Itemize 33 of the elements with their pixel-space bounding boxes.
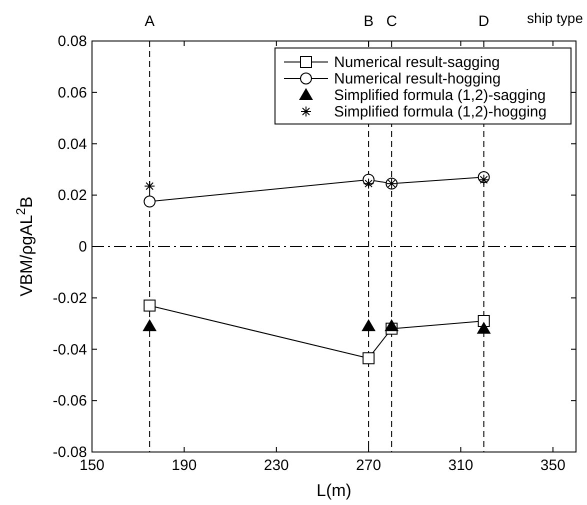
y-tick-label: 0.04 xyxy=(58,136,87,153)
x-tick-label: 230 xyxy=(264,457,289,474)
legend-label: Simplified formula (1,2)-sagging xyxy=(334,87,546,104)
point xyxy=(144,180,156,192)
ref-line-label: C xyxy=(386,13,398,30)
y-tick-label: -0.06 xyxy=(52,392,87,410)
x-tick-label: 350 xyxy=(540,457,566,474)
ref-line-label: D xyxy=(478,13,490,30)
point xyxy=(144,196,156,208)
x-axis-title: L(m) xyxy=(316,481,352,500)
y-tick-label: 0.08 xyxy=(58,33,87,50)
y-tick-label: 0 xyxy=(78,238,87,256)
point xyxy=(362,352,375,364)
legend-label: Simplified formula (1,2)-hogging xyxy=(334,104,547,120)
text: ship type xyxy=(526,10,584,26)
point xyxy=(476,322,491,334)
y-tick-label: -0.04 xyxy=(52,341,87,358)
legend-label: Numerical result-sagging xyxy=(334,54,500,71)
point xyxy=(142,319,157,332)
point xyxy=(362,319,376,332)
y-tick-label: -0.02 xyxy=(52,290,87,307)
x-tick-label: 270 xyxy=(356,457,382,474)
legend-label: Numerical result-hogging xyxy=(334,70,501,88)
x-tick-label: 190 xyxy=(172,457,197,474)
point xyxy=(144,300,156,312)
point xyxy=(384,319,399,332)
ref-line-label: A xyxy=(144,13,155,30)
y-tick-label: 0.06 xyxy=(58,84,87,102)
point xyxy=(363,178,374,190)
y-tick-label: 0.02 xyxy=(58,187,87,204)
point xyxy=(478,174,490,186)
ref-line-label: B xyxy=(364,13,374,30)
x-tick-label: 310 xyxy=(448,457,474,474)
